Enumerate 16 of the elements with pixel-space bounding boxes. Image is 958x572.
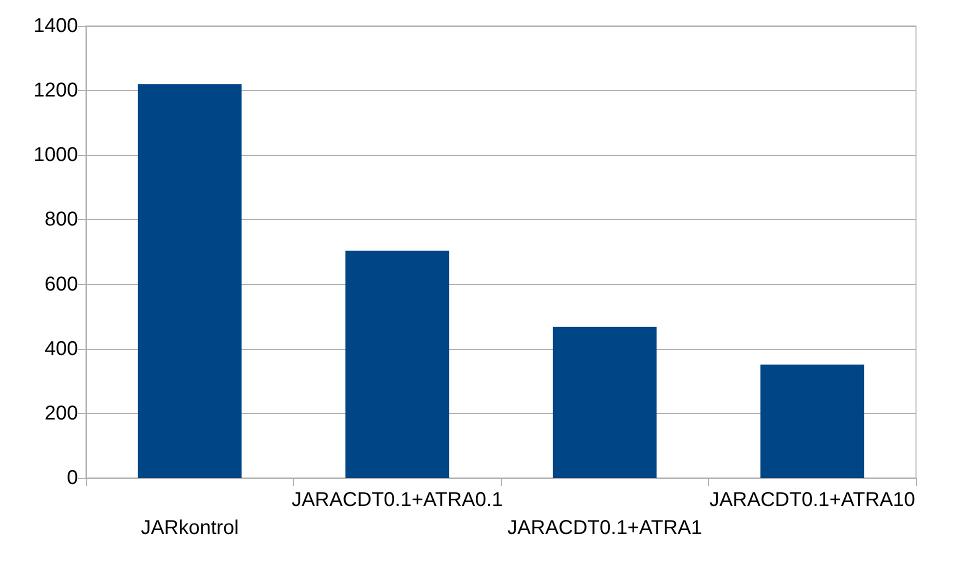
- bar: [552, 326, 657, 478]
- y-tick-label: 800: [44, 208, 78, 231]
- bar: [138, 84, 242, 478]
- y-tick-label: 200: [44, 402, 78, 424]
- x-tick-label: JARACDT0.1+ATRA0.1: [292, 489, 503, 511]
- x-tick-label: JARACDT0.1+ATRA1: [507, 517, 702, 539]
- x-tick-label: JARACDT0.1+ATRA10: [709, 489, 916, 511]
- y-tick-label: 400: [44, 338, 78, 360]
- bar: [760, 364, 864, 478]
- y-tick-label: 600: [44, 273, 78, 296]
- x-tick-label: JARkontrol: [140, 517, 239, 539]
- y-tick-label: 1000: [34, 144, 78, 166]
- y-tick-label: 0: [66, 467, 78, 489]
- y-tick-label: 1400: [34, 15, 78, 37]
- y-tick-label: 1200: [34, 80, 78, 102]
- bar: [345, 250, 450, 478]
